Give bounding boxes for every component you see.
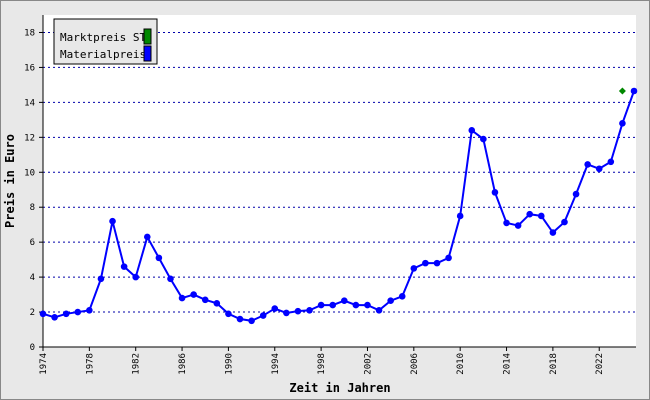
point <box>561 218 568 226</box>
x-tick-label: 2006 <box>410 353 420 375</box>
point <box>86 307 93 314</box>
point <box>190 291 197 298</box>
point <box>155 254 163 262</box>
legend-box <box>53 18 158 65</box>
x-tick-label: 2010 <box>456 353 466 375</box>
point <box>329 301 337 309</box>
point <box>120 263 128 270</box>
x-tick-label: 1998 <box>317 353 327 375</box>
y-tick-label: 12 <box>24 133 35 143</box>
plot-area <box>43 15 636 347</box>
point <box>62 310 70 318</box>
point <box>503 219 510 227</box>
point <box>352 301 360 309</box>
x-tick-label: 2018 <box>549 353 559 375</box>
y-tick-label: 4 <box>30 273 35 283</box>
x-tick-label: 2002 <box>363 353 373 375</box>
point <box>445 254 452 262</box>
point <box>143 233 151 241</box>
point <box>526 210 534 218</box>
point <box>109 217 116 225</box>
point <box>201 296 209 304</box>
point <box>306 307 313 314</box>
y-tick-label: 14 <box>24 98 35 108</box>
x-tick-label: 1986 <box>178 353 188 375</box>
x-tick-label: 1978 <box>85 353 95 375</box>
point <box>549 229 557 236</box>
legend-label: Marktpreis ST <box>60 31 146 44</box>
point <box>433 259 441 267</box>
y-tick-label: 6 <box>30 238 35 248</box>
point <box>619 120 626 127</box>
legend-swatch <box>143 45 152 62</box>
y-tick-label: 0 <box>30 343 35 353</box>
point <box>468 127 476 134</box>
y-axis-label: Preis in Euro <box>3 134 17 228</box>
x-tick-label: 2022 <box>595 353 605 375</box>
point <box>317 301 325 309</box>
point <box>167 275 174 283</box>
point <box>584 161 591 168</box>
point <box>340 297 348 304</box>
point <box>178 294 186 302</box>
point <box>39 310 47 318</box>
legend-swatch <box>143 28 152 45</box>
point <box>283 309 290 317</box>
x-axis-label: Zeit in Jahren <box>289 381 390 395</box>
y-tick-label: 18 <box>24 28 35 38</box>
y-tick-label: 16 <box>24 63 35 73</box>
point <box>97 275 105 283</box>
point <box>398 293 406 300</box>
point <box>213 300 221 307</box>
point <box>514 222 522 229</box>
y-tick-label: 8 <box>30 203 35 213</box>
point <box>537 212 545 220</box>
y-tick-label: 2 <box>30 308 35 318</box>
point <box>410 265 418 272</box>
point <box>618 87 626 95</box>
point <box>595 165 603 173</box>
point <box>294 307 302 315</box>
point <box>236 315 244 323</box>
x-tick-label: 1994 <box>271 353 281 375</box>
point <box>225 310 232 318</box>
point <box>607 158 615 166</box>
y-tick-label: 10 <box>24 168 35 178</box>
x-tick-label: 1990 <box>224 353 234 375</box>
point <box>572 190 580 198</box>
point <box>375 307 383 314</box>
point <box>387 297 394 304</box>
x-tick-label: 1974 <box>39 353 49 375</box>
point <box>248 317 255 325</box>
series-line <box>42 90 635 322</box>
x-tick-label: 2014 <box>503 353 513 375</box>
point <box>51 313 58 321</box>
legend-label: Materialpreis <box>60 48 146 61</box>
point <box>271 305 279 312</box>
point <box>422 259 429 267</box>
point <box>132 273 140 281</box>
x-tick-label: 1982 <box>132 353 142 375</box>
point <box>259 312 267 319</box>
point <box>630 87 638 95</box>
point <box>480 135 487 143</box>
point <box>456 212 464 220</box>
point <box>364 301 371 309</box>
point <box>491 189 499 196</box>
point <box>74 308 82 316</box>
